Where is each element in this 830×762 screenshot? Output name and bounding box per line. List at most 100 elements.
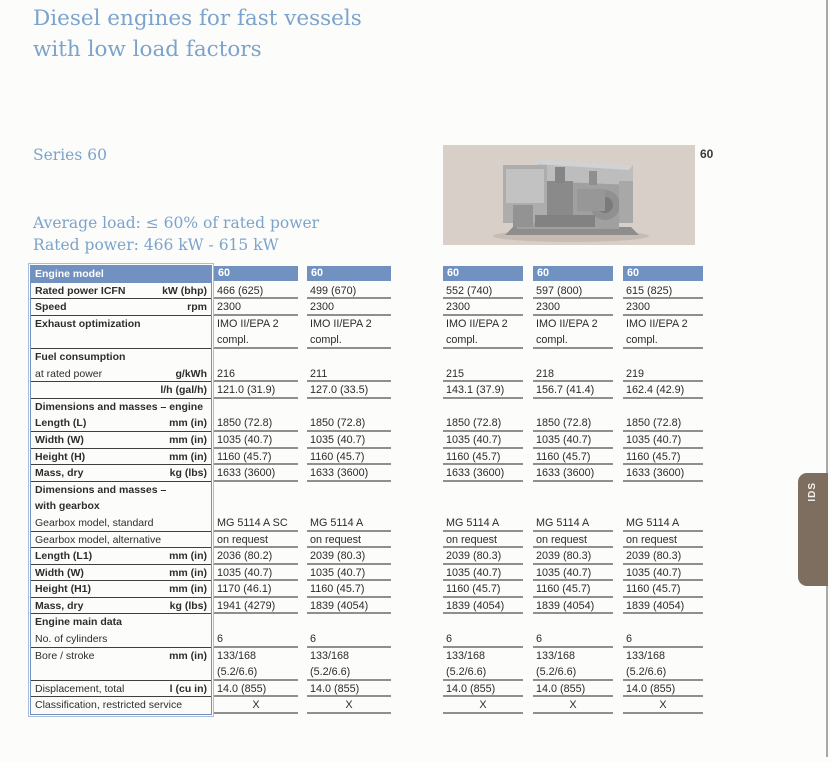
spec-cell: 1035 (40.7) [307,565,391,582]
spec-cell: MG 5114 A [533,515,613,532]
spec-row-label-text: Speed [35,301,67,314]
spec-row-label: Classification, restricted service [31,697,211,714]
spec-row-unit: mm (in) [169,583,207,596]
spec-row-unit: mm (in) [169,550,207,563]
spec-cell: IMO II/EPA 2 [536,317,598,330]
spec-row-label: Length (L) mm (in) [31,415,211,432]
spec-cell: 1160 (45.7) [443,581,523,598]
spec-cell: 1850 (72.8) [443,415,523,432]
spec-row-label-text: Length (L1) [35,550,93,563]
spec-section-label: with gearbox [31,498,211,515]
spec-row-unit: l (cu in) [169,682,207,695]
spec-cell: on request [214,532,298,549]
spec-cell: (5.2/6.6) [307,664,391,681]
spec-row-label-text: Height (H) [35,450,86,463]
spec-data-column: 60 466 (625) 2300 IMO II/EPA 2 compl. 216 121.… [214,266,298,715]
spec-cell [533,482,613,499]
spec-row-label: Height (H) mm (in) [31,449,211,466]
spec-section-label: Dimensions and masses – engine [31,399,211,416]
spec-cell: 1035 (40.7) [443,565,523,582]
spec-cell: 1633 (3600) [214,465,298,482]
chapter-tab-ids: IDS [798,473,828,586]
spec-cell: 121.0 (31.9) [214,382,298,399]
spec-row-label: Gearbox model, alternative [31,532,211,549]
spec-row-label-text: Height (H1) [35,583,91,596]
spec-cell: 1035 (40.7) [623,432,703,449]
spec-row-unit: kg (lbs) [169,599,207,612]
spec-cell: X [533,697,613,715]
spec-cell: 219 [623,366,703,383]
spec-row-unit: g/kWh [175,367,208,380]
spec-row-label: Width (W) mm (in) [31,565,211,582]
spec-cell: 162.4 (42.9) [623,382,703,399]
spec-row-unit: kg (lbs) [169,467,207,480]
spec-row-label-text: Width (W) [35,566,84,579]
spec-cell: on request [533,532,613,549]
spec-row-label-text: Dimensions and masses – engine [35,400,204,413]
spec-cell [443,349,523,366]
spec-cell [214,349,298,366]
spec-cell: 1839 (4054) [307,598,391,615]
spec-cell: 211 [307,366,391,383]
spec-cell: 1160 (45.7) [623,581,703,598]
spec-row-label-text: Fuel consumption [35,350,126,363]
spec-cell: 143.1 (37.9) [443,382,523,399]
spec-cell: 6 [533,631,613,648]
spec-cell: MG 5114 A [443,515,523,532]
spec-cell: 1035 (40.7) [214,432,298,449]
spec-cell: 133/168 [217,649,257,662]
spec-row-unit: mm (in) [169,649,207,662]
spec-cell [533,399,613,416]
spec-cell: MG 5114 A [307,515,391,532]
spec-cell: compl. [623,332,703,349]
spec-cell: compl. [214,332,298,349]
spec-column-header: 60 [623,266,703,281]
spec-cell: X [307,697,391,715]
spec-column-header: 60 [443,266,523,281]
spec-cell: 6 [307,631,391,648]
spec-row-unit: mm (in) [169,417,207,430]
spec-cell [307,614,391,631]
spec-row-label-text: Rated power ICFN [35,284,126,297]
spec-cell: 215 [443,366,523,383]
spec-cell: on request [307,532,391,549]
spec-cell: 133/168 [536,649,576,662]
spec-row-label: Mass, dry kg (lbs) [31,465,211,482]
spec-column-header: 60 [307,266,391,281]
spec-cell [533,349,613,366]
average-load-line: Average load: ≤ 60% of rated power [33,214,320,232]
spec-section-label: Dimensions and masses – [31,482,211,499]
spec-cell [214,498,298,515]
spec-cell: (5.2/6.6) [443,664,523,681]
spec-cell: 1160 (45.7) [214,449,298,466]
spec-row-label: Width (W) mm (in) [31,432,211,449]
spec-cell: 2039 (80.3) [443,548,523,565]
spec-cell: X [443,697,523,715]
spec-cell: 1035 (40.7) [214,565,298,582]
spec-cell: 2300 [533,299,613,316]
spec-cell [307,482,391,499]
spec-cell [623,498,703,515]
spec-cell: 1941 (4279) [214,598,298,615]
spec-row-label-text: Displacement, total [35,682,125,695]
series-label: Series 60 [33,146,107,164]
spec-cell: 1850 (72.8) [214,415,298,432]
spec-row-label: Length (L1) mm (in) [31,548,211,565]
spec-cell: 6 [443,631,523,648]
spec-cell [443,482,523,499]
spec-cell [533,614,613,631]
spec-row-label [31,332,211,349]
spec-section-label: Engine main data [31,614,211,631]
page-title-line1: Diesel engines for fast vessels [33,6,362,31]
spec-row-label-text: with gearbox [35,500,100,513]
spec-cell: 1035 (40.7) [307,432,391,449]
spec-cell: IMO II/EPA 2 [446,317,508,330]
page-title-line2: with low load factors [33,37,262,62]
spec-cell: MG 5114 A SC [214,515,298,532]
spec-cell: 1839 (4054) [623,598,703,615]
spec-cell: 2039 (80.3) [533,548,613,565]
spec-row-label: l/h (gal/h) [31,382,211,399]
spec-cell: 133/168 [446,649,486,662]
spec-row-label-text: Exhaust optimization [35,317,141,330]
spec-row-label-text: at rated power [35,367,103,380]
